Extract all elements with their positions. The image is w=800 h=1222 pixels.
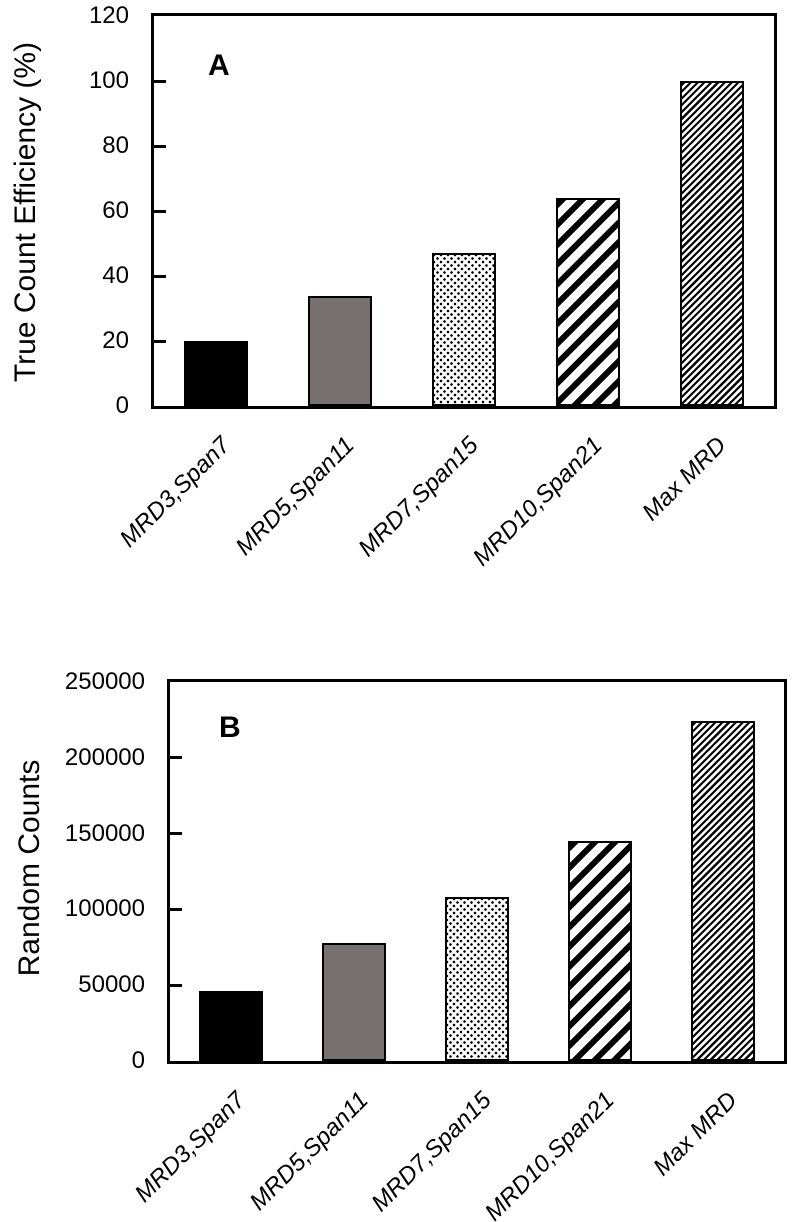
x-category-label: MRD5,Span11 — [244, 1086, 374, 1216]
y-tick-mark — [154, 209, 166, 213]
bar-a-5 — [680, 81, 744, 406]
x-category-label: MRD3,Span7 — [130, 1086, 252, 1208]
panel-label-a: A — [208, 49, 230, 82]
y-tick-mark — [154, 339, 166, 343]
y-tick-label: 150000 — [64, 819, 145, 847]
y-tick-label: 0 — [131, 1047, 145, 1074]
y-tick-label: 100000 — [64, 895, 145, 923]
panel-label-b: B — [219, 711, 241, 744]
bar-b-1 — [199, 991, 264, 1061]
bar-a-2 — [308, 295, 372, 406]
x-category-label: MRD7,Span15 — [366, 1086, 497, 1217]
y-tick-label: 250000 — [64, 668, 145, 695]
bar-a-4 — [556, 198, 620, 406]
y-tick-label: 50000 — [78, 971, 145, 999]
bar-b-4 — [567, 841, 632, 1061]
y-tick-label: 0 — [115, 392, 129, 419]
y-tick-label: 200000 — [64, 743, 145, 771]
y-tick-mark — [170, 832, 182, 836]
plot-area-a: A — [151, 13, 777, 409]
y-tick-mark — [154, 79, 166, 83]
y-axis-title-b: Random Counts — [13, 759, 46, 977]
y-tick-mark — [154, 144, 166, 148]
y-tick-mark — [170, 907, 182, 911]
y-tick-label: 100 — [88, 67, 129, 94]
x-category-label: Max MRD — [647, 1086, 743, 1182]
y-tick-label: 80 — [102, 132, 129, 159]
bar-a-3 — [432, 253, 496, 406]
bar-b-3 — [445, 897, 509, 1061]
y-tick-mark — [170, 983, 182, 987]
y-tick-label: 40 — [102, 262, 129, 289]
bar-b-5 — [690, 721, 755, 1061]
x-category-label: MRD10,Span21 — [479, 1086, 620, 1222]
y-tick-label: 120 — [88, 2, 129, 29]
y-tick-label: 60 — [102, 197, 129, 224]
y-tick-label: 20 — [102, 327, 129, 354]
y-tick-mark — [154, 274, 166, 278]
y-tick-mark — [170, 756, 182, 760]
bar-b-2 — [322, 942, 387, 1061]
bar-a-1 — [184, 341, 248, 406]
plot-area-b: B — [167, 679, 787, 1064]
